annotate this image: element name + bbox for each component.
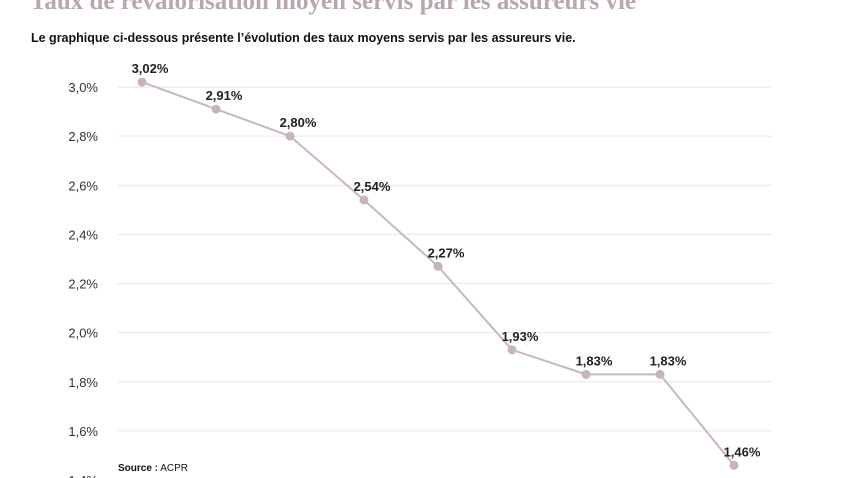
data-label: 2,91%: [206, 88, 243, 103]
data-points: [137, 77, 739, 470]
y-tick-label: 2,0%: [68, 326, 98, 341]
y-tick-label: 1,6%: [68, 424, 98, 439]
data-label: 2,27%: [428, 245, 465, 260]
y-tick-label: 2,6%: [68, 178, 98, 193]
source-label: Source :: [118, 463, 159, 474]
data-label: 2,80%: [280, 115, 317, 130]
source-value: ACPR: [160, 463, 189, 474]
data-point: [285, 131, 295, 141]
series-line: [141, 81, 735, 466]
gridlines: [118, 86, 772, 432]
data-point: [359, 195, 369, 205]
data-point: [211, 104, 221, 114]
y-axis-ticks: 3,0% 2,8% 2,6% 2,4% 2,2% 2,0% 1,8% 1,6% 1,4%: [68, 80, 98, 478]
page-title: Taux de revalorisation moyen servis par …: [30, 0, 637, 15]
y-tick-label: 2,2%: [68, 277, 98, 292]
data-point: [581, 369, 591, 379]
y-tick-label: 2,4%: [68, 227, 98, 242]
data-label: 1,93%: [502, 329, 539, 344]
data-label: 1,83%: [576, 353, 613, 368]
source-note: Source : ACPR: [118, 463, 188, 474]
data-point: [729, 460, 739, 470]
data-point: [507, 345, 517, 355]
data-label: 1,46%: [724, 444, 761, 459]
chart-subtitle: Le graphique ci-dessous présente l’évolu…: [31, 31, 576, 45]
y-tick-label: 1,8%: [68, 375, 98, 390]
data-labels: 3,02% 2,91% 2,80% 2,54% 2,27% 1,93% 1,83% 1,83%…: [132, 61, 761, 459]
data-point: [433, 261, 443, 271]
y-tick-label: 1,4%: [68, 473, 98, 478]
series-polyline: [141, 81, 735, 466]
data-point: [137, 77, 147, 87]
y-tick-label: 2,8%: [68, 129, 98, 144]
data-label: 2,54%: [354, 179, 391, 194]
y-tick-label: 3,0%: [68, 80, 98, 95]
data-point: [655, 369, 665, 379]
data-label: 3,02%: [132, 61, 169, 76]
data-label: 1,83%: [650, 353, 687, 368]
